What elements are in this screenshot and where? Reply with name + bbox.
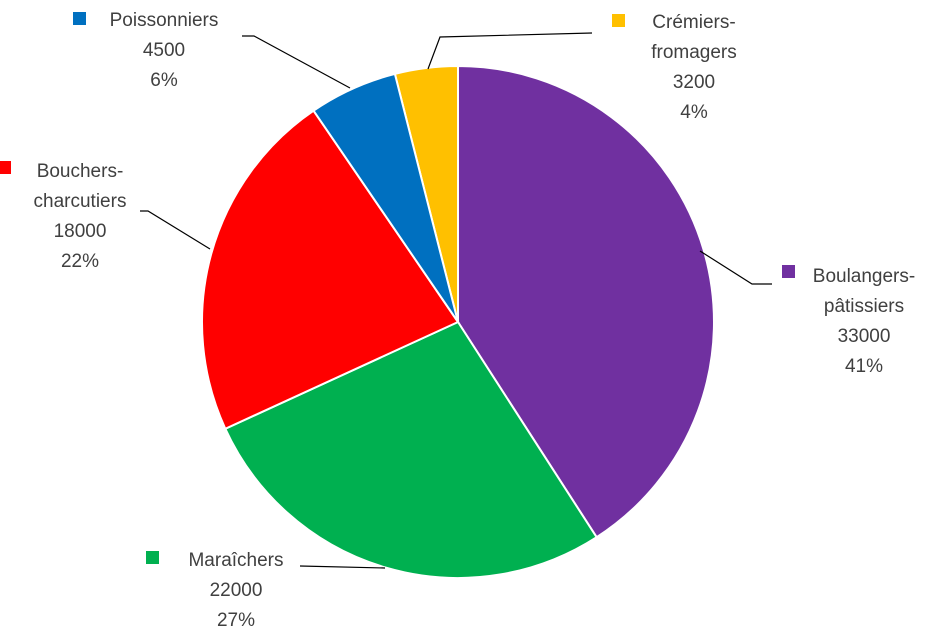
- pie-slice-3: [201, 109, 460, 431]
- leader-line: [299, 565, 386, 569]
- legend-key-square: [612, 14, 625, 27]
- data-label-1: Boulangers-pâtissiers 33000 41%: [699, 250, 915, 377]
- slice-percent-text: 41%: [845, 356, 883, 377]
- slice-value-text: 22000: [210, 580, 263, 601]
- slice-value-text: 18000: [54, 221, 107, 242]
- slice-value-text: 4500: [143, 40, 185, 61]
- pie-slice-4: [312, 72, 459, 323]
- slice-label-text: Boulangers-: [813, 266, 915, 287]
- slice-label-text: charcutiers: [34, 191, 127, 212]
- data-label-2: Maraîchers 22000 27%: [146, 550, 386, 631]
- leader-line: [699, 250, 772, 285]
- leader-line: [242, 35, 351, 89]
- slice-label-text: Poissonniers: [110, 10, 219, 31]
- legend-key-square: [0, 161, 11, 174]
- slice-percent-text: 6%: [150, 70, 178, 91]
- pie-slice-1: [457, 64, 715, 539]
- leader-line: [427, 32, 593, 70]
- data-label-3: Bouchers-charcutiers 18000 22%: [0, 161, 211, 272]
- legend-key-square: [73, 12, 86, 25]
- pie-slices: [201, 64, 715, 579]
- legend-key-square: [146, 551, 159, 564]
- slice-value-text: 3200: [673, 72, 715, 93]
- slice-label-text: Crémiers-: [652, 12, 735, 33]
- data-label-0: Crémiers-fromagers 3200 4%: [427, 12, 737, 123]
- data-label-4: Poissonniers 4500 6%: [73, 10, 351, 91]
- slice-percent-text: 22%: [61, 251, 99, 272]
- slice-percent-text: 27%: [217, 610, 255, 631]
- slice-label-text: pâtissiers: [824, 296, 904, 317]
- slice-percent-text: 4%: [680, 102, 708, 123]
- slice-label-text: Bouchers-: [37, 161, 124, 182]
- legend-key-square: [782, 265, 795, 278]
- slice-value-text: 33000: [838, 326, 891, 347]
- slice-label-text: fromagers: [651, 42, 737, 63]
- slice-label-text: Maraîchers: [188, 550, 283, 571]
- leader-line: [140, 210, 211, 250]
- pie-slice-2: [223, 320, 599, 579]
